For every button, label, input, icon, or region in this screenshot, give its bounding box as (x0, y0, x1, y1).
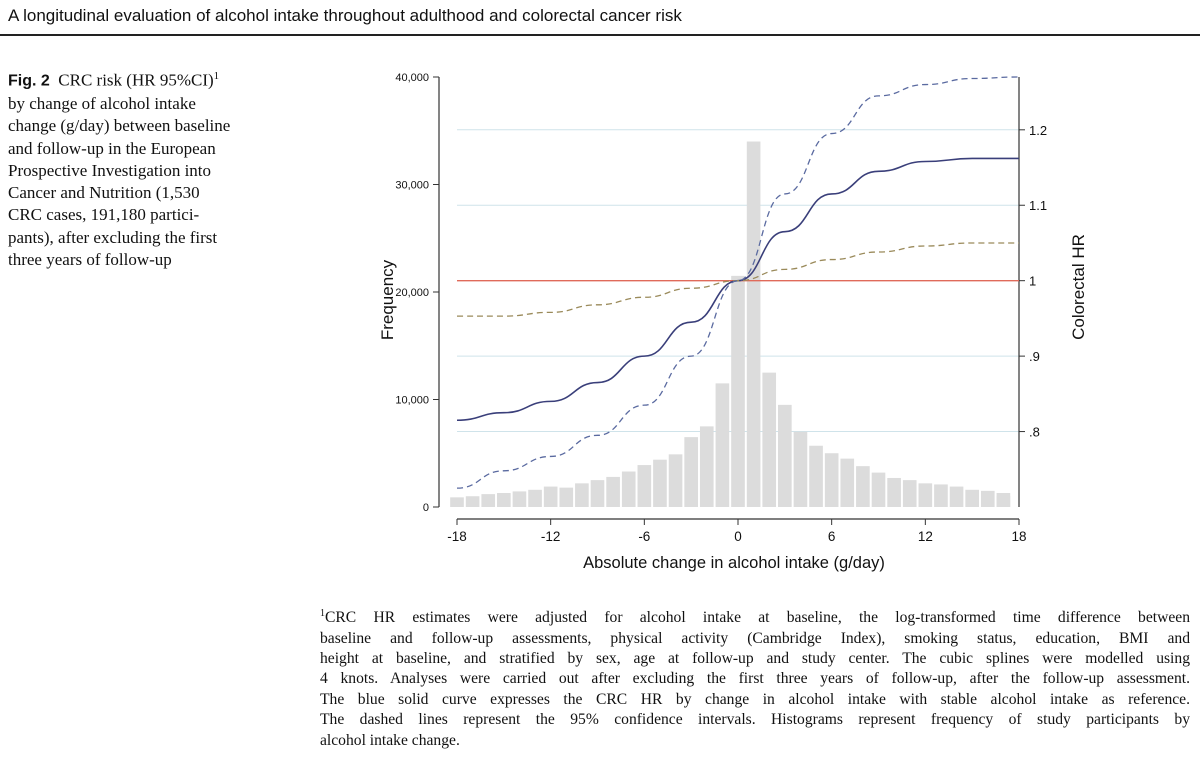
histogram-bar (996, 496, 1011, 507)
x-tick-label: -18 (447, 529, 467, 544)
histogram-bar (824, 453, 839, 507)
histogram-bar (949, 486, 964, 507)
spline-curves (456, 76, 1020, 489)
x-tick-label: 6 (828, 529, 836, 544)
histogram-bar (621, 471, 636, 507)
y-right-tick-label: 1.2 (1029, 123, 1047, 138)
x-axis-label: Absolute change in alcohol intake (g/day… (583, 554, 885, 572)
caption-line-2: by change of alcohol intake (8, 93, 196, 113)
x-tick-label: 18 (1011, 529, 1026, 544)
hr-frequency-chart: 0 10,000 20,000 30,000 40,000 .8 .9 1 1.1 1.2 -18 -… (378, 72, 1088, 572)
histogram-bar (762, 372, 777, 507)
histogram-bar (840, 458, 855, 507)
histogram-bar (731, 275, 745, 507)
histogram-bar (902, 480, 917, 507)
x-tick-label: 0 (734, 529, 742, 544)
y-right-tick-label: 1 (1029, 274, 1036, 289)
histogram-bar (590, 480, 605, 507)
histogram-bar (684, 437, 698, 507)
caption-line-3: change (g/day) between baseline (8, 116, 231, 136)
footnote-line-4: 4 knots. Analyses were carried out after… (320, 670, 1190, 688)
histogram-bar (793, 431, 808, 507)
histogram-bar (965, 489, 979, 507)
histogram-bar (606, 476, 620, 507)
y-left-tick-label: 40,000 (395, 72, 429, 84)
caption-footnote-ref: 1 (213, 70, 220, 82)
histogram-bar (481, 494, 496, 507)
histogram-bar (465, 496, 480, 507)
y-right-tick-label: .8 (1029, 425, 1040, 440)
x-tick-label: -12 (541, 529, 561, 544)
y-right-tick-label: 1.1 (1029, 198, 1047, 213)
histogram-bar (512, 491, 527, 507)
histogram-bar (559, 487, 574, 507)
y-left-tick-label: 20,000 (395, 287, 429, 299)
caption-line-7: CRC cases, 191,180 partici- (8, 205, 200, 225)
x-tick-label: 12 (918, 529, 933, 544)
histogram-bar (856, 466, 870, 507)
caption-line-9: three years of follow-up (8, 250, 172, 270)
histogram-bar (450, 497, 464, 507)
axes: 0 10,000 20,000 30,000 40,000 .8 .9 1 1.1 1.2 -18 -… (395, 72, 1047, 544)
histogram-bar (543, 486, 558, 507)
histogram-bar (918, 483, 933, 507)
histogram-bar (887, 477, 901, 507)
y-left-tick-label: 0 (423, 502, 429, 514)
histogram-bar (653, 459, 667, 507)
histogram-bar (934, 484, 948, 507)
caption-line-5: Prospective Investigation into (8, 160, 212, 180)
histogram-bar (497, 493, 511, 507)
footnote-line-5: The blue solid curve expresses the CRC H… (320, 690, 1190, 708)
histogram-bar (715, 383, 730, 507)
histogram-bar (637, 465, 652, 507)
histogram-bar (980, 490, 995, 507)
caption-line-6: Cancer and Nutrition (1,530 (8, 183, 200, 203)
footnote-line-1: 1CRC HR estimates were adjusted for alco… (320, 604, 1190, 629)
y-right-axis-label: Colorectal HR (1069, 234, 1088, 340)
histogram-bar (871, 472, 886, 507)
y-left-axis-label: Frequency (378, 259, 397, 340)
histogram-bar (699, 426, 714, 507)
footnote-line-6: The dashed lines represent the 95% confi… (320, 711, 1190, 729)
histogram-bars (450, 141, 1011, 507)
x-tick-label: -6 (638, 529, 650, 544)
caption-line-1: Fig. 2 CRC risk (HR 95%CI)1 (8, 65, 283, 93)
y-left-tick-label: 10,000 (395, 395, 429, 407)
y-left-tick-label: 30,000 (395, 180, 429, 192)
footnote-line-7: alcohol intake change. (320, 731, 460, 749)
caption-text-1: CRC risk (HR 95%CI) (58, 70, 214, 90)
footnote-line-2: baseline and follow-up assessments, phys… (320, 629, 1190, 647)
y-right-tick-label: .9 (1029, 349, 1040, 364)
histogram-bar (778, 404, 792, 507)
histogram-bar (746, 141, 761, 507)
ci-curve (457, 242, 1019, 317)
footnote-text-1: CRC HR estimates were adjusted for alcoh… (325, 609, 1190, 627)
histogram-bar (668, 454, 683, 507)
histogram-bar (528, 489, 542, 507)
footnote-marker: 1 (320, 608, 325, 619)
figure-caption: Fig. 2 CRC risk (HR 95%CI)1 by change of… (8, 65, 283, 271)
caption-line-8: pants), after excluding the first (8, 227, 218, 247)
header-rule (0, 34, 1200, 36)
histogram-bar (575, 483, 589, 507)
figure-footnote: 1CRC HR estimates were adjusted for alco… (320, 604, 1190, 751)
footnote-line-3: height at baseline, and stratified by se… (320, 650, 1190, 667)
running-head: A longitudinal evaluation of alcohol int… (8, 6, 682, 25)
figure-label: Fig. 2 (8, 72, 50, 90)
caption-line-4: and follow-up in the European (8, 138, 216, 158)
histogram-bar (809, 445, 823, 507)
